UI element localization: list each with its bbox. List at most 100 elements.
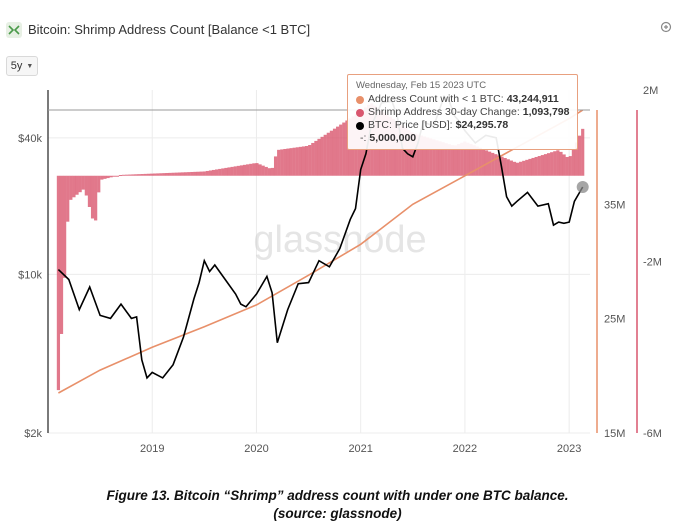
change-bar xyxy=(239,165,244,176)
time-range-select[interactable]: 5y ▼ xyxy=(6,56,38,76)
change-bar xyxy=(571,149,575,176)
change-bar xyxy=(112,175,116,177)
change-bar xyxy=(320,136,324,176)
change-bar xyxy=(152,173,157,176)
change-bar xyxy=(435,140,439,176)
change-bar xyxy=(90,175,95,219)
change-bar xyxy=(264,166,268,176)
change-bar xyxy=(177,172,182,176)
change-bar xyxy=(416,134,420,176)
y-left-tick-label: $2k xyxy=(24,428,42,440)
change-bar xyxy=(277,149,281,176)
change-bar xyxy=(460,142,464,176)
y-right-tick-label: 25M xyxy=(604,314,625,326)
change-bar xyxy=(339,124,343,176)
change-bar xyxy=(298,146,302,176)
tooltip-row: -: 5,000,000 xyxy=(356,132,569,145)
change-bar xyxy=(199,171,203,176)
change-bar xyxy=(556,150,560,176)
change-series xyxy=(56,103,585,391)
price-line xyxy=(57,94,584,380)
change-bar xyxy=(447,144,451,176)
change-bar xyxy=(115,175,119,177)
change-bar xyxy=(81,175,85,190)
change-bar xyxy=(453,145,458,176)
tooltip-value: 5,000,000 xyxy=(369,132,417,144)
change-bar xyxy=(525,159,529,176)
change-bar xyxy=(140,174,144,176)
change-bar xyxy=(72,175,76,198)
change-bar xyxy=(255,163,259,176)
tooltip-date: Wednesday, Feb 15 2023 UTC xyxy=(356,80,487,91)
change-bar xyxy=(66,175,70,222)
change-bar xyxy=(543,154,548,176)
chart-tooltip: Wednesday, Feb 15 2023 UTC Address Count… xyxy=(347,74,578,150)
figure-caption: Figure 13. Bitcoin “Shrimp” address coun… xyxy=(0,487,675,523)
change-bar xyxy=(128,174,132,176)
change-bar xyxy=(506,159,510,176)
change-bar xyxy=(146,173,150,176)
change-bar xyxy=(187,172,191,176)
x-tick-label: 2021 xyxy=(348,443,372,455)
tooltip-label: Address Count with < 1 BTC: xyxy=(368,93,504,105)
change-bar xyxy=(280,149,284,176)
change-bar xyxy=(314,140,318,176)
change-bar xyxy=(481,149,486,176)
tooltip-value: 1,093,798 xyxy=(522,106,570,118)
series-dot-icon xyxy=(356,108,364,117)
change-bar xyxy=(78,175,82,193)
change-bar xyxy=(221,168,225,176)
change-bar xyxy=(329,130,334,176)
change-bar xyxy=(466,142,470,176)
change-bar xyxy=(97,175,101,193)
change-bar xyxy=(491,152,495,176)
change-bar xyxy=(190,171,194,176)
change-bar xyxy=(63,175,67,278)
change-bar xyxy=(332,128,337,176)
change-bar xyxy=(494,154,498,176)
change-bar xyxy=(509,160,513,176)
change-bar xyxy=(326,132,330,176)
change-bar xyxy=(84,175,88,196)
change-bar xyxy=(469,143,473,176)
change-bar xyxy=(233,166,237,176)
change-bar xyxy=(208,170,213,176)
change-bar xyxy=(472,145,476,176)
change-bar xyxy=(305,146,309,176)
series-dot-icon xyxy=(356,95,364,104)
zoom-icon[interactable] xyxy=(659,21,673,35)
change-bar xyxy=(429,138,433,176)
change-bar xyxy=(559,151,563,176)
tooltip-row: Shrimp Address 30-day Change: 1,093,798 xyxy=(356,106,569,119)
tooltip-value: 43,244,911 xyxy=(506,93,559,105)
change-bar xyxy=(94,175,98,221)
change-bar xyxy=(515,162,520,176)
change-bar xyxy=(171,172,175,176)
change-bar xyxy=(270,167,275,176)
change-bar xyxy=(488,151,492,176)
change-bar xyxy=(323,134,327,176)
change-bar xyxy=(425,137,430,176)
change-bar xyxy=(196,171,200,176)
change-bar xyxy=(342,122,346,176)
change-bar xyxy=(230,166,234,176)
y-right2-tick-label: -6M xyxy=(643,428,662,440)
change-bar xyxy=(75,175,79,195)
change-bar xyxy=(103,175,107,179)
change-bar xyxy=(283,148,287,176)
change-bar xyxy=(301,146,306,176)
change-bar xyxy=(581,128,585,176)
change-bar xyxy=(534,156,538,176)
change-bar xyxy=(131,174,135,176)
change-bar xyxy=(224,167,228,176)
tooltip-value: $24,295.78 xyxy=(455,119,509,131)
caption-line-1: Figure 13. Bitcoin “Shrimp” address coun… xyxy=(106,488,569,503)
change-bar xyxy=(162,173,166,176)
change-bar xyxy=(59,175,64,334)
change-bar xyxy=(565,156,569,176)
change-bar xyxy=(463,141,467,176)
change-bar xyxy=(519,161,523,176)
change-bar xyxy=(553,151,557,176)
change-bar xyxy=(134,174,138,176)
change-bar xyxy=(252,163,256,176)
